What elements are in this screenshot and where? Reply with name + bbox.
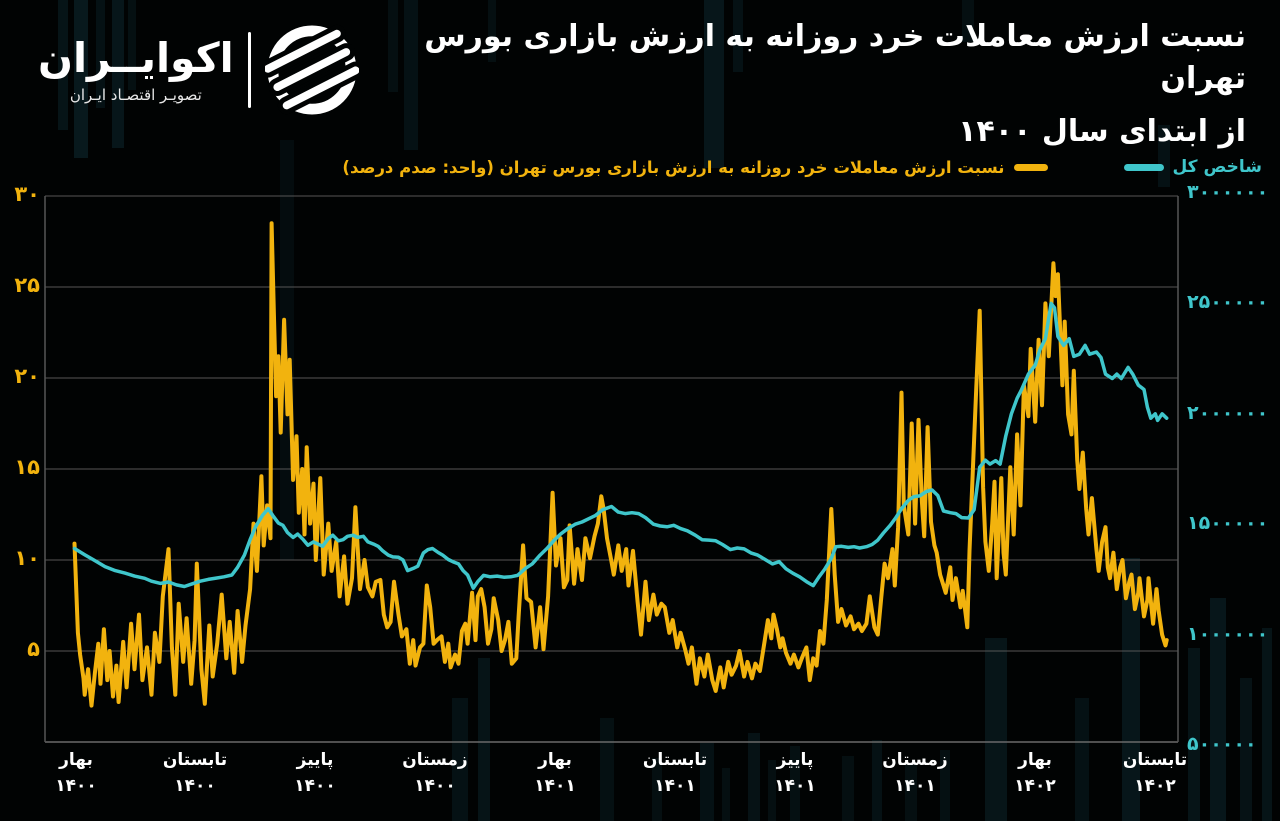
legend-label-index: شاخص کل	[1172, 157, 1262, 177]
ecoiran-logo-name: اکوایــران	[38, 34, 234, 83]
ratio-series-line	[72, 221, 1169, 708]
index-series-line	[72, 301, 1169, 590]
right-axis-tick-label: ۱۰۰۰۰۰۰	[1187, 623, 1269, 645]
x-axis-year-label: ۱۴۰۱	[894, 776, 936, 796]
x-axis-season-label: بهار	[538, 750, 572, 770]
legend-label-ratio: نسبت ارزش معاملات خرد روزانه به ارزش باز…	[342, 157, 1005, 177]
x-axis-year-label: ۱۴۰۰	[55, 776, 97, 796]
right-axis-tick-label: ۳۰۰۰۰۰۰	[1187, 181, 1269, 203]
x-axis-season-label: پاییز	[776, 750, 814, 770]
ecoiran-logo-text-group: اکوایــران تصویـر اقتصـاد ایـران	[38, 34, 234, 104]
right-axis-tick-label: ۵۰۰۰۰۰	[1187, 733, 1257, 755]
x-axis-year-label: ۱۴۰۲	[1134, 776, 1176, 796]
x-axis-year-label: ۱۴۰۱	[654, 776, 696, 796]
x-axis-year-label: ۱۴۰۰	[294, 776, 336, 796]
left-axis-tick-label: ۲۰	[14, 364, 40, 388]
x-axis-season-label: زمستان	[882, 750, 948, 770]
ecoiran-logo-icon	[264, 24, 359, 115]
page-title-line1: نسبت ارزش معاملات خرد روزانه به ارزش باز…	[424, 19, 1246, 96]
left-axis-tick-label: ۵	[27, 637, 40, 661]
chart-legend: نسبت ارزش معاملات خرد روزانه به ارزش باز…	[0, 154, 1262, 180]
x-axis-year-label: ۱۴۰۱	[534, 776, 576, 796]
x-axis-year-label: ۱۴۰۰	[414, 776, 456, 796]
x-axis-season-label: بهار	[1018, 750, 1052, 770]
x-axis-season-label: تابستان	[162, 750, 228, 770]
ecoiran-logo-tagline: تصویـر اقتصـاد ایـران	[69, 85, 202, 104]
x-axis-season-label: بهار	[59, 750, 93, 770]
left-axis-tick-label: ۱۵	[14, 455, 40, 479]
x-axis-season-label: تابستان	[1122, 750, 1188, 770]
left-axis-tick-label: ۱۰	[14, 546, 40, 570]
x-axis-season-label: تابستان	[642, 750, 708, 770]
legend-dash-index	[1124, 163, 1165, 171]
x-axis-year-label: ۱۴۰۱	[774, 776, 816, 796]
x-axis-year-label: ۱۴۰۲	[1014, 776, 1056, 796]
x-axis-season-label: پاییز	[296, 750, 334, 770]
x-axis-season-label: زمستان	[402, 750, 468, 770]
right-axis-tick-label: ۲۰۰۰۰۰۰	[1187, 402, 1269, 424]
right-axis-tick-label: ۱۵۰۰۰۰۰	[1187, 512, 1269, 534]
page-title: نسبت ارزش معاملات خرد روزانه به ارزش باز…	[346, 16, 1246, 149]
legend-dash-ratio	[1014, 163, 1049, 171]
page-title-line2: از ابتدای سال ۱۴۰۰	[958, 114, 1246, 149]
logo-separator	[247, 32, 251, 108]
left-axis-tick-label: ۳۰	[14, 182, 40, 206]
x-axis-year-label: ۱۴۰۰	[174, 776, 216, 796]
right-axis-tick-label: ۲۵۰۰۰۰۰	[1187, 291, 1269, 313]
left-axis-tick-label: ۲۵	[14, 273, 40, 297]
ecoiran-logo-block: اکوایــران تصویـر اقتصـاد ایـران	[38, 20, 359, 120]
